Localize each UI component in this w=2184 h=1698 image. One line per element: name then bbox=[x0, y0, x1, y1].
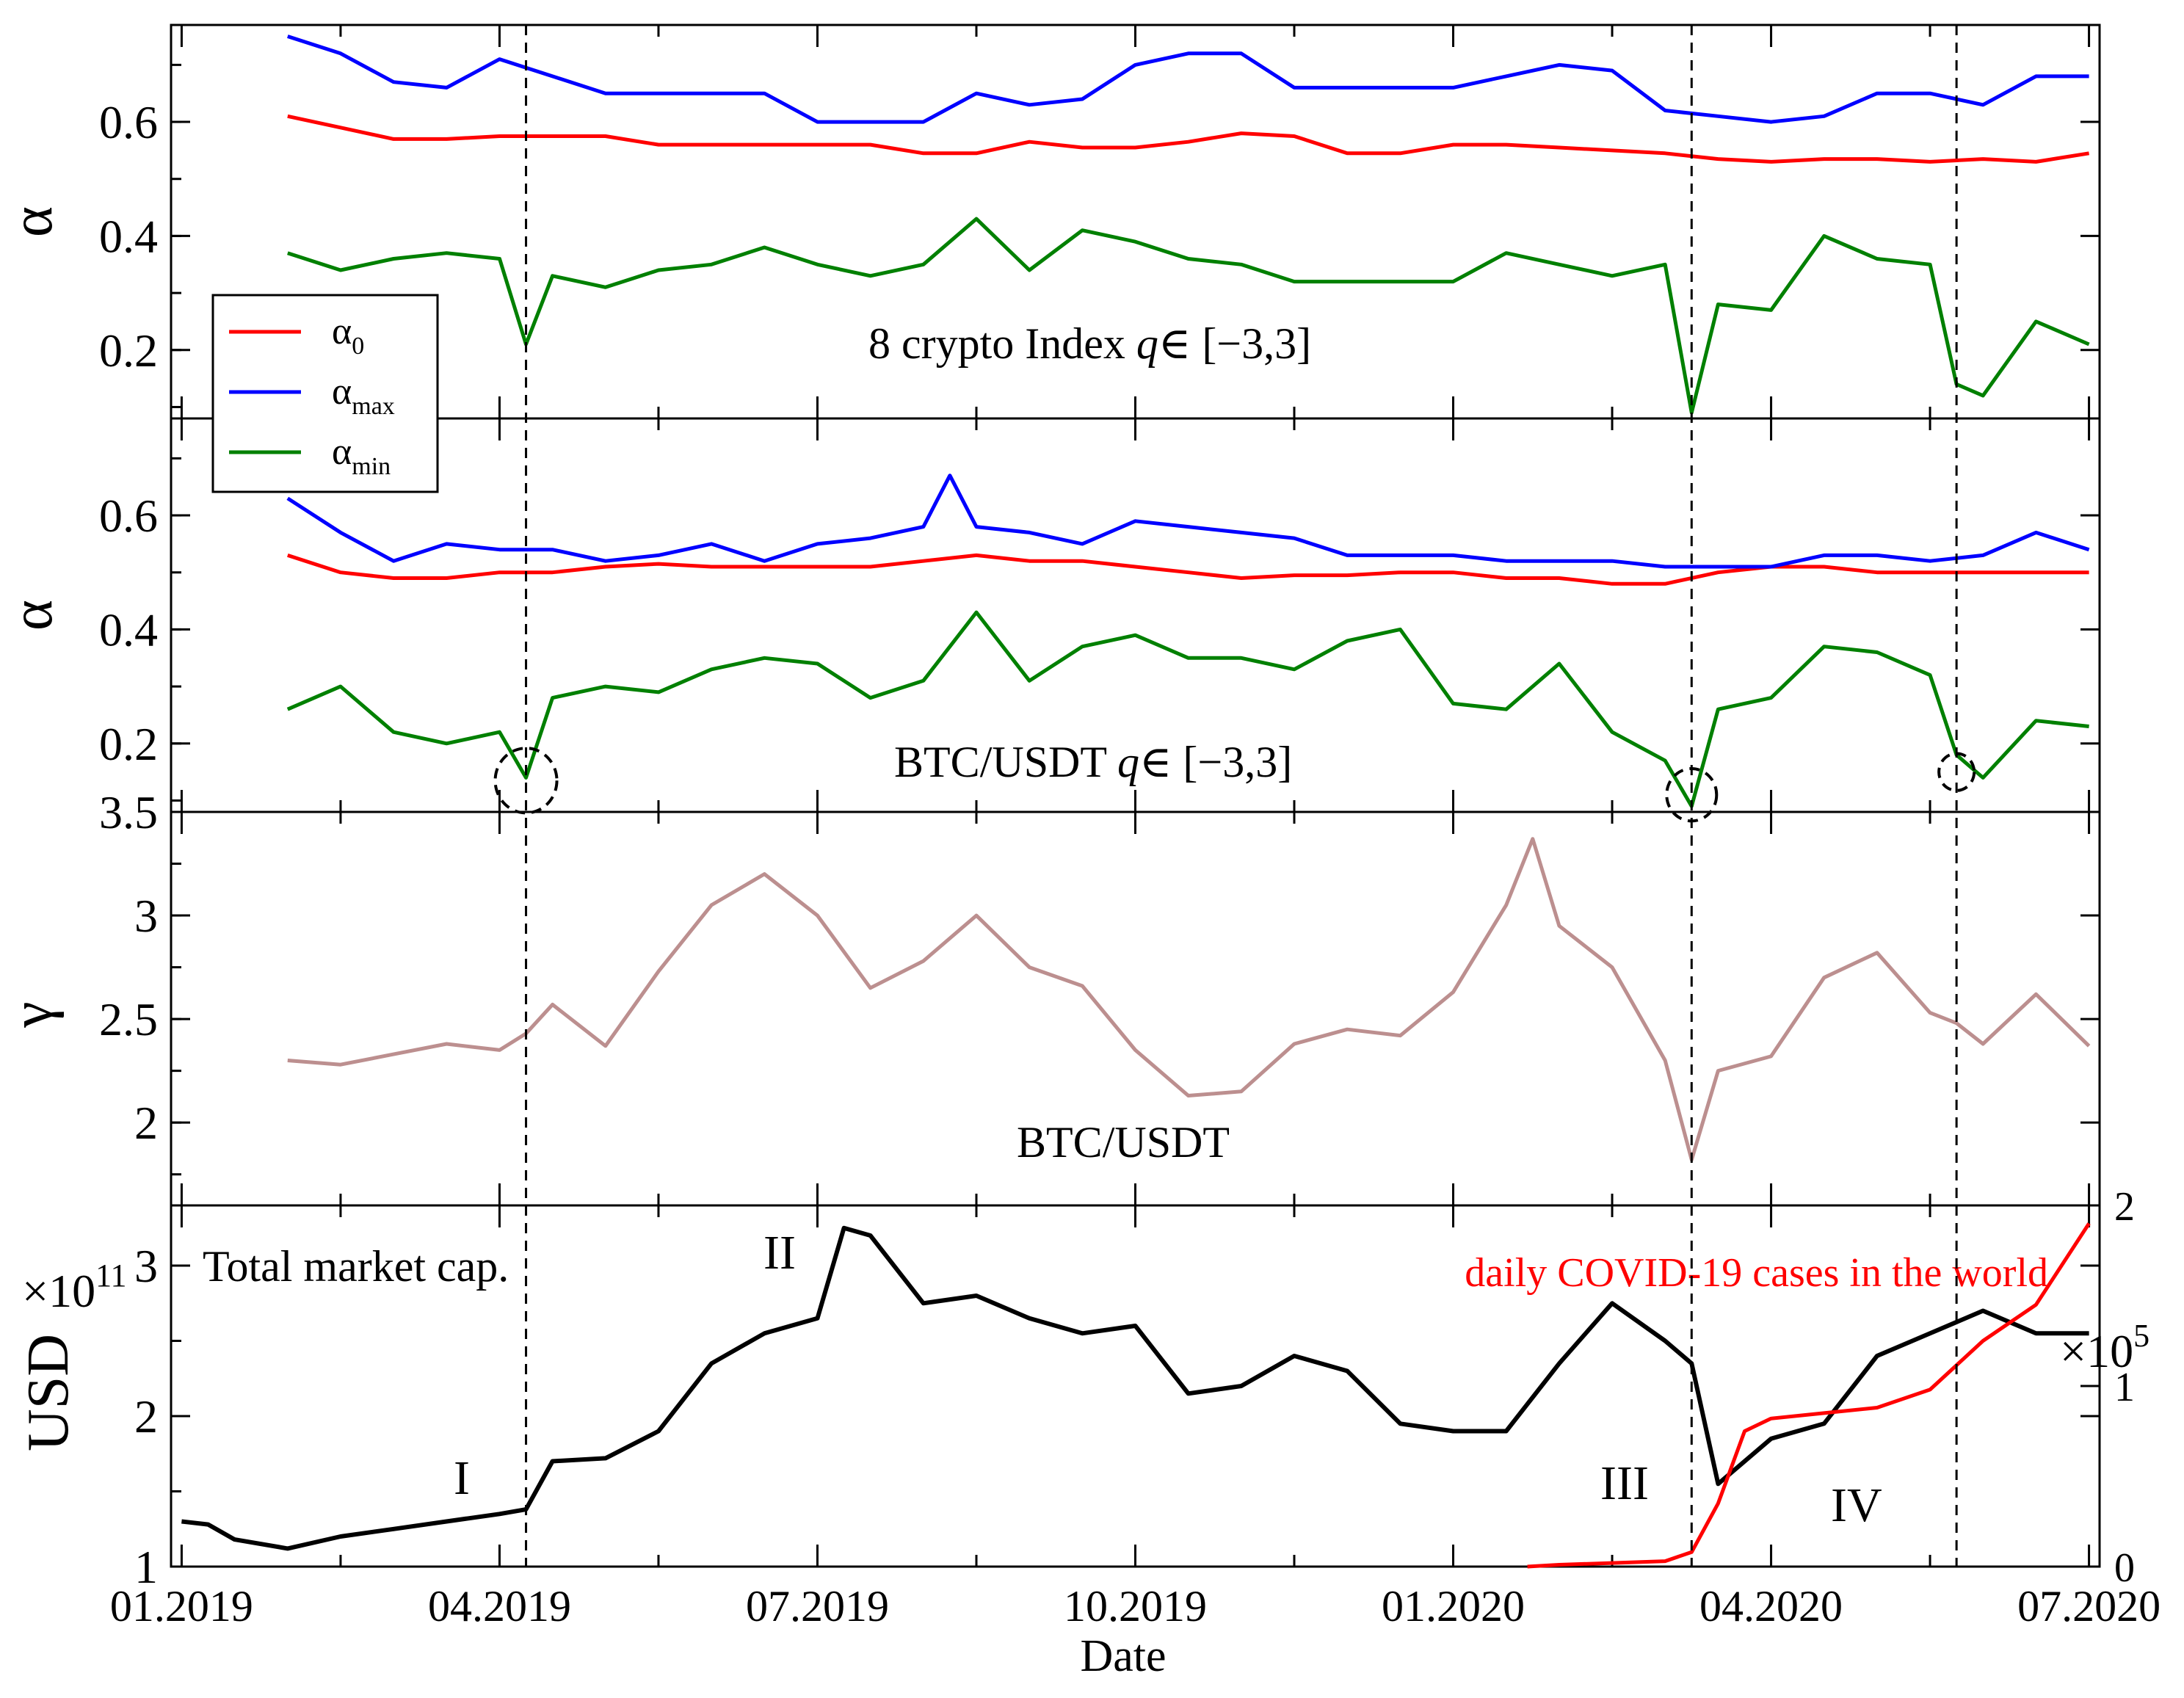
series-covid-line bbox=[1527, 1222, 2091, 1569]
panel-2-ytick-label: 0.6 bbox=[99, 490, 158, 542]
annotation-IV: IV bbox=[1831, 1479, 1882, 1532]
panel-3-y-ticks: 2 2.5 3 3.5 bbox=[99, 786, 2100, 1176]
panel-4-ytick-label: 3 bbox=[134, 1240, 158, 1292]
panel-4-y-scale-base: ×10 bbox=[22, 1265, 95, 1317]
panel-1-y-ticks: 0.2 0.4 0.6 bbox=[99, 63, 2100, 408]
panel-4-y-ticks: 1 2 3 bbox=[134, 1240, 2100, 1593]
event-markers bbox=[493, 25, 1976, 1567]
panel-2-ylabel: α bbox=[0, 600, 65, 631]
series-alphamin-line bbox=[287, 217, 2090, 415]
panel-1-ytick-label: 0.2 bbox=[99, 324, 158, 377]
legend-label-alphamin: αmin bbox=[332, 431, 391, 480]
panel-2-title: BTC/USDT q∈ [−3,3] bbox=[894, 738, 1292, 786]
panel-2-ytick-label: 0.2 bbox=[99, 718, 158, 770]
x-tick-label: 07.2019 bbox=[746, 1582, 889, 1630]
panel-4-title: Total market cap. bbox=[203, 1242, 509, 1291]
dashed-circle-marker bbox=[1665, 766, 1719, 823]
panel-2-x-ticks bbox=[180, 418, 2091, 812]
panel-4-x-ticks: 01.2019 04.2019 07.2019 10.2019 01.2020 04.20… bbox=[110, 1205, 2161, 1630]
panel-4-y2-ticks: 0 1 2 bbox=[2080, 1184, 2135, 1591]
panel-2-y-ticks: 0.2 0.4 0.6 bbox=[99, 457, 2100, 802]
series-alphamin-line bbox=[286, 610, 2089, 808]
series-gamma-line bbox=[287, 837, 2091, 1162]
x-tick-label: 07.2020 bbox=[2017, 1582, 2161, 1630]
annotation-III: III bbox=[1600, 1456, 1649, 1510]
panel-1-title-main: 8 crypto Index bbox=[868, 319, 1136, 368]
panel-3-ytick-label: 3 bbox=[134, 890, 158, 942]
covid-label: daily COVID-19 cases in the world bbox=[1465, 1250, 2048, 1296]
panel-2-ytick-label: 0.4 bbox=[99, 603, 158, 656]
panel-4-y2tick-label: 2 bbox=[2114, 1184, 2135, 1230]
panel-2-title-main: BTC/USDT bbox=[894, 738, 1117, 786]
series-alpha0-line bbox=[287, 553, 2089, 586]
legend-label-alphamax: αmax bbox=[332, 371, 395, 420]
x-tick-label: 01.2019 bbox=[110, 1582, 253, 1630]
panel-1-x-ticks bbox=[180, 25, 2091, 418]
panel-3-title: BTC/USDT bbox=[1017, 1118, 1230, 1167]
dashed-circle-marker bbox=[1937, 752, 1976, 792]
panel-crypto-index-alpha: 0.2 0.4 0.6 α 8 crypto Index q∈ [−3,3] bbox=[0, 23, 2101, 420]
panel-4-y2tick-label: 0 bbox=[2114, 1545, 2135, 1591]
series-alphamax-line bbox=[286, 474, 2090, 569]
panel-4-y-scale: ×1011 bbox=[22, 1258, 126, 1317]
panel-3-ytick-label: 2.5 bbox=[99, 993, 158, 1045]
panel-3-x-ticks bbox=[180, 812, 2091, 1205]
panel-1-title-q: q bbox=[1136, 319, 1158, 368]
annotation-I: I bbox=[454, 1451, 470, 1505]
panel-4-ytick-label: 2 bbox=[134, 1390, 158, 1443]
panel-btc-usdt-alpha: 0.2 0.4 0.6 α BTC/USDT q∈ [−3,3] bbox=[0, 417, 2101, 813]
legend-label-alpha0: α0 bbox=[332, 311, 364, 360]
panel-4-ytick-label: 1 bbox=[134, 1541, 158, 1593]
panel-1-ytick-label: 0.4 bbox=[99, 210, 158, 262]
panel-4-y2-scale: ×105 bbox=[2060, 1318, 2149, 1377]
panel-4-y2tick-label: 1 bbox=[2114, 1365, 2135, 1410]
panel-1-title: 8 crypto Index q∈ [−3,3] bbox=[868, 319, 1311, 368]
panel-2-title-q: q bbox=[1117, 738, 1139, 786]
panel-4-ylabel: USD bbox=[16, 1334, 81, 1451]
panel-4-y2-scale-exp: 5 bbox=[2133, 1318, 2149, 1354]
x-tick-label: 04.2019 bbox=[428, 1582, 571, 1630]
panel-btc-usdt-gamma: 2 2.5 3 3.5 γ BTC/USDT bbox=[0, 786, 2101, 1207]
panel-1-ylabel: α bbox=[0, 206, 65, 237]
series-alpha0-line bbox=[287, 114, 2089, 164]
x-tick-label: 01.2020 bbox=[1382, 1582, 1525, 1630]
series-alphamax-line bbox=[287, 35, 2089, 124]
panel-3-series bbox=[287, 837, 2091, 1162]
panel-2-series bbox=[286, 474, 2090, 808]
panel-4-y-scale-exp: 11 bbox=[95, 1258, 126, 1294]
x-axis-label: Date bbox=[1080, 1631, 1166, 1681]
panel-market-cap-covid: 123 012 01.2019 04.2019 07.2019 10.2019 01.2… bbox=[16, 1184, 2161, 1681]
panel-2-title-range: ∈ [−3,3] bbox=[1139, 738, 1292, 786]
panel-3-ylabel: γ bbox=[0, 1001, 65, 1028]
x-tick-label: 10.2019 bbox=[1064, 1582, 1207, 1630]
panel-3-ytick-label: 3.5 bbox=[99, 786, 158, 838]
panel-4-y2-scale-base: ×10 bbox=[2060, 1325, 2133, 1377]
x-tick-label: 04.2020 bbox=[1699, 1582, 1843, 1630]
panel-1-ytick-label: 0.6 bbox=[99, 96, 158, 148]
panel-1-series bbox=[287, 35, 2090, 415]
panel-4-series bbox=[181, 1222, 2091, 1569]
annotation-II: II bbox=[763, 1226, 796, 1280]
series-market-line bbox=[181, 1225, 2089, 1551]
panel-3-ytick-label: 2 bbox=[134, 1097, 158, 1149]
panel-1-title-range: ∈ [−3,3] bbox=[1158, 319, 1311, 368]
dashed-circle-marker bbox=[493, 747, 559, 815]
legend: α0 αmax αmin bbox=[211, 294, 439, 493]
